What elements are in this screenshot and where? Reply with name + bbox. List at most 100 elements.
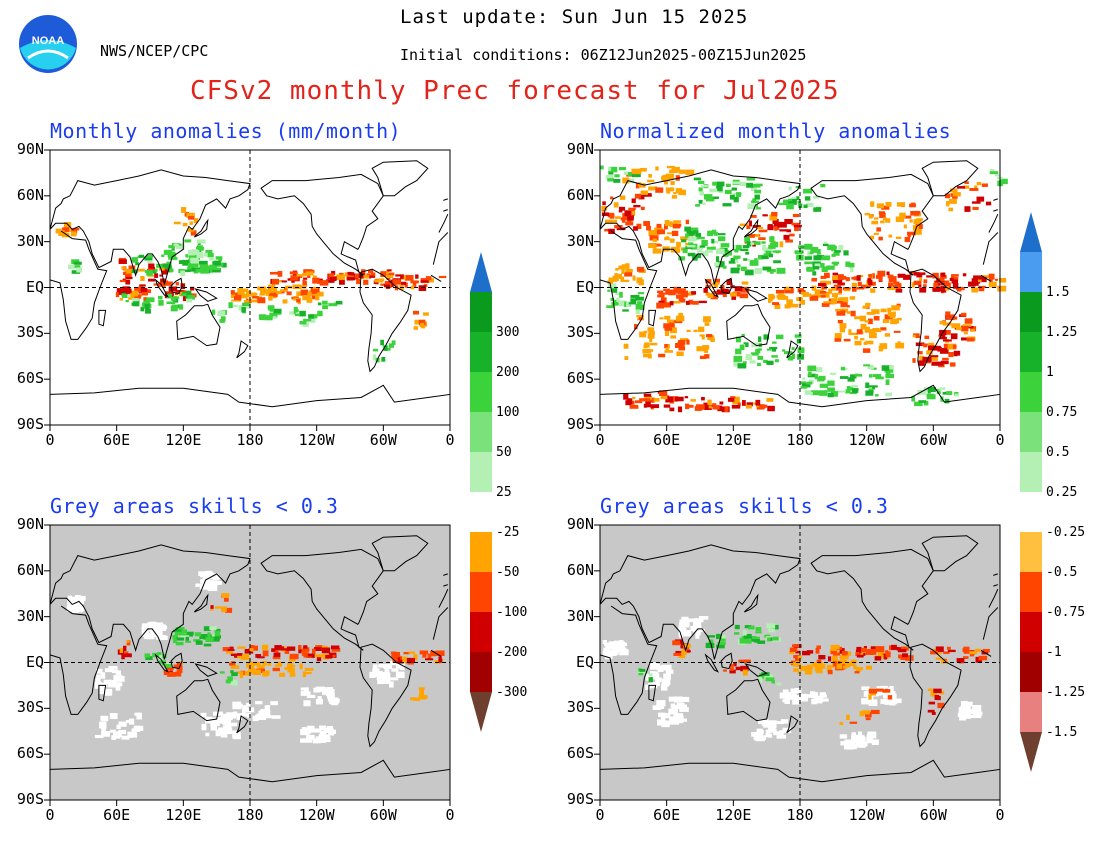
lon-tick-label: 180	[236, 431, 264, 449]
coastline-antarctica	[49, 759, 451, 800]
colorbar-swatch	[1020, 692, 1042, 732]
colorbar-label: 300	[496, 325, 519, 340]
lon-tick-label: 60E	[653, 431, 681, 449]
coastline-nz	[236, 340, 249, 359]
lat-tick-label: 60N	[566, 560, 594, 579]
coastline-greenland	[371, 160, 429, 197]
coastline-sumatra	[154, 278, 169, 298]
colorbar-swatch	[470, 612, 492, 652]
page-title: CFSv2 monthly Prec forecast for Jul2025	[190, 76, 840, 106]
colorbar-normalized: 1.5 1.25 1 0.75 0.5 0.25 -0.25 -0.5 -0.75 -1 -1.25…	[1020, 212, 1085, 772]
noaa-logo-text: NOAA	[32, 35, 64, 47]
agency-label: NWS/NCEP/CPC	[100, 42, 209, 60]
coastline-japan	[744, 218, 759, 238]
lon-tick-label: 120E	[715, 431, 752, 449]
colorbar-label: -200	[496, 645, 527, 660]
coastline-nz	[236, 715, 249, 734]
lat-tick-label: EQ	[25, 652, 44, 671]
lat-tick-label: 30N	[16, 231, 44, 250]
lat-tick-label: 60S	[16, 744, 44, 763]
lon-tick-label: 0	[995, 431, 1005, 449]
coastline-eurasia	[49, 544, 449, 660]
colorbar-swatch	[1020, 652, 1042, 692]
colorbar-swatch	[1020, 492, 1042, 532]
lon-tick-label: 0	[45, 806, 55, 824]
lon-tick-label: 0	[995, 806, 1005, 824]
panel-title-skill-anomalies: Grey areas skills < 0.3	[50, 494, 339, 518]
coastline-borneo	[170, 652, 183, 670]
lat-tick-label: 60N	[16, 560, 44, 579]
lon-tick-label: 60E	[103, 806, 131, 824]
lat-tick-label: 90N	[16, 515, 44, 533]
map-panel-anomalies	[44, 149, 451, 431]
colorbar-anomalies: 300 200 100 50 25 -25 -50 -100 -200 -300	[470, 252, 527, 732]
coastline-antarctica	[599, 384, 1001, 425]
lat-tick-label: 90S	[16, 790, 44, 808]
colorbar-swatch	[1020, 532, 1042, 572]
lon-tick-label: 120E	[165, 431, 202, 449]
colorbar-swatch	[1020, 412, 1042, 452]
colorbar-swatch	[470, 652, 492, 692]
lon-tick-label: 120W	[848, 806, 885, 824]
lat-tick-label: 60N	[16, 185, 44, 204]
lat-tick-label: 60S	[566, 369, 594, 388]
lon-tick-label: 60E	[653, 806, 681, 824]
lon-tick-label: 120E	[715, 806, 752, 824]
coastline-sumatra	[154, 653, 169, 673]
colorbar-swatch	[1020, 572, 1042, 612]
lat-tick-label: EQ	[25, 277, 44, 296]
colorbar-swatch	[1020, 452, 1042, 492]
lon-tick-label: 60E	[103, 431, 131, 449]
colorbar-label: 1.25	[1046, 325, 1077, 340]
lat-tick-label: 90N	[16, 140, 44, 158]
coastline-madagascar	[98, 309, 107, 327]
coastline-japan	[194, 593, 209, 613]
lon-tick-label: 0	[595, 806, 605, 824]
lon-tick-label: 60W	[369, 806, 397, 824]
coastline-north-america	[260, 548, 384, 651]
panel-title-skill-normalized: Grey areas skills < 0.3	[600, 494, 889, 518]
colorbar-label: 200	[496, 365, 519, 380]
colorbar-label: -50	[496, 565, 519, 580]
lon-tick-label: 180	[786, 806, 814, 824]
colorbar-label: -1.25	[1046, 685, 1085, 700]
colorbar-label: 50	[496, 445, 512, 460]
lat-tick-label: 60S	[566, 744, 594, 763]
lat-tick-label: 30S	[16, 323, 44, 342]
coastline-japan	[194, 218, 209, 238]
colorbar-label: -1.5	[1046, 725, 1077, 740]
lat-tick-label: 30S	[566, 698, 594, 717]
colorbar-label: 1.5	[1046, 285, 1069, 300]
colorbar-label: 0.75	[1046, 405, 1077, 420]
coastline-new-guinea	[194, 288, 218, 302]
lat-tick-label: 60N	[566, 185, 594, 204]
coastline-sumatra	[704, 653, 719, 673]
coastline-north-america	[810, 173, 934, 276]
lon-tick-label: 120E	[165, 806, 202, 824]
colorbar-swatch	[470, 372, 492, 412]
panel-title-normalized: Normalized monthly anomalies	[600, 119, 952, 143]
colorbar-label: -1	[1046, 645, 1062, 660]
coastline-nz	[786, 715, 799, 734]
coastline-madagascar	[98, 684, 107, 702]
precip-field	[600, 165, 1008, 413]
coastlines	[599, 535, 1001, 800]
lat-tick-label: 90S	[16, 415, 44, 433]
colorbar-label: -300	[496, 685, 527, 700]
colorbar-top-arrow	[1020, 212, 1042, 252]
noaa-logo-icon: NOAA	[19, 15, 77, 73]
map-panel-normalized	[594, 149, 1008, 431]
lon-tick-label: 0	[45, 431, 55, 449]
precip-field	[55, 207, 447, 363]
coastline-borneo	[720, 277, 733, 295]
colorbar-label: 0.25	[1046, 485, 1077, 500]
coastline-australia	[176, 678, 221, 722]
precip-field	[602, 616, 990, 750]
lat-tick-label: 30N	[16, 606, 44, 625]
colorbar-bottom-arrow	[470, 692, 492, 732]
coastline-australia	[726, 678, 771, 722]
colorbar-swatch	[470, 492, 492, 532]
coastline-greenland	[921, 160, 979, 197]
lat-tick-label: 30N	[566, 231, 594, 250]
lon-tick-label: 180	[236, 806, 264, 824]
